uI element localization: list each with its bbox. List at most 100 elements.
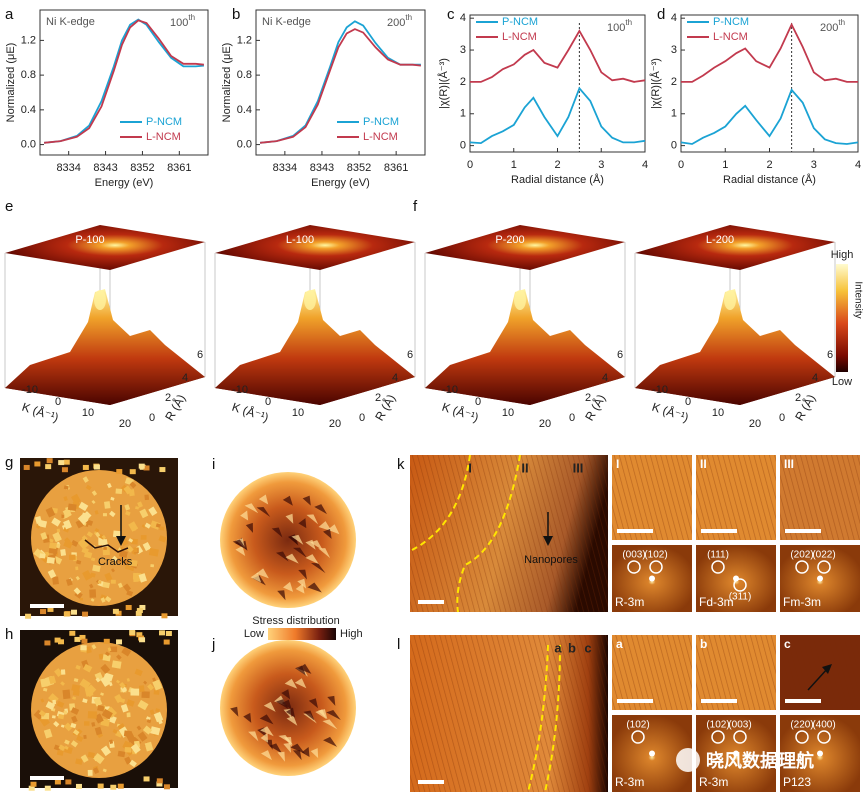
stress-facet [281, 689, 291, 700]
grain [112, 530, 122, 538]
grain [103, 546, 107, 550]
legend-label: L-NCM [146, 131, 181, 143]
x-tick-label: 8352 [347, 162, 371, 174]
grain [91, 644, 97, 650]
grain [138, 685, 145, 693]
grain [158, 535, 167, 543]
stress-facet [248, 731, 259, 742]
spot-label: (311) [729, 592, 752, 603]
grain [134, 668, 143, 677]
scale-bar [418, 600, 444, 604]
grain [130, 688, 140, 696]
y-tick-label: 4 [460, 12, 466, 24]
scale-bar [701, 699, 737, 703]
grain [143, 680, 148, 685]
grain [70, 539, 79, 547]
scale-bar [785, 699, 821, 703]
stress-facet [285, 553, 299, 564]
grain [63, 459, 70, 465]
stress-facet [277, 751, 285, 762]
grain [102, 513, 107, 517]
grain [114, 664, 119, 669]
x-tick-label: 8352 [130, 162, 154, 174]
scale-bar [785, 529, 821, 533]
panel-letter: c [447, 6, 455, 23]
grain [152, 677, 157, 682]
grain [105, 651, 110, 657]
grain [153, 689, 160, 695]
data-line [470, 29, 646, 83]
grain [82, 464, 89, 470]
stress-facet [243, 712, 252, 723]
grain [142, 725, 153, 735]
grain [63, 539, 73, 549]
stress-facet [326, 710, 341, 721]
watermark-logo [676, 748, 700, 772]
grain [94, 726, 103, 736]
k-tick-label: 10 [712, 407, 724, 419]
k-tick-label: -10 [442, 384, 458, 396]
grain [102, 581, 110, 589]
grain [103, 638, 110, 644]
grain [98, 653, 104, 660]
grain [94, 528, 100, 533]
stress-facet [310, 540, 323, 551]
grain [125, 604, 132, 610]
grain [67, 503, 77, 511]
y-tick-label: 4 [671, 12, 677, 24]
x-tick-label: 1 [511, 159, 517, 171]
grain [165, 630, 172, 636]
spot-label: (102) [644, 550, 667, 561]
grain [153, 711, 164, 723]
grain [141, 524, 146, 529]
grain [70, 707, 80, 715]
diffraction-spot [711, 560, 725, 574]
grain [143, 465, 150, 471]
grain [86, 531, 94, 538]
x-tick-label: 8361 [167, 162, 191, 174]
k-tick-label: 0 [475, 396, 481, 408]
grain [82, 570, 93, 581]
r-tick-label: 6 [617, 349, 623, 361]
grain [75, 566, 79, 571]
stress-facet [256, 568, 269, 579]
grain [79, 634, 86, 640]
grain [148, 548, 159, 557]
r-tick-label: 2 [165, 392, 171, 404]
grain [150, 564, 155, 568]
grain [121, 646, 132, 657]
y-tick-label: 0.8 [21, 69, 36, 81]
stress-facet [294, 678, 307, 689]
r-tick-label: 6 [827, 349, 833, 361]
grain [93, 464, 100, 470]
grain [40, 609, 47, 615]
y-tick-label: 1 [460, 108, 466, 120]
grain [147, 683, 155, 691]
stress-facet [306, 514, 319, 525]
fft-center [733, 750, 739, 757]
stress-facet [290, 743, 305, 754]
chart-panel: b 8334 8343 8352 8361 0.0 0.4 0.8 1.2 Energy (eV)… [221, 6, 426, 189]
panel-letter: k [397, 456, 405, 473]
grain [107, 647, 112, 652]
stress-facet [276, 551, 289, 562]
grain [30, 781, 37, 787]
y-tick-label: 0.4 [21, 104, 36, 116]
projection-map [425, 225, 625, 270]
x-tick-label: 2 [554, 159, 560, 171]
grain [95, 532, 101, 538]
grain [92, 767, 100, 775]
grain [76, 728, 83, 735]
r-tick-label: 4 [182, 372, 188, 384]
stress-facet [318, 548, 331, 559]
grain [126, 590, 134, 597]
scale-bar [701, 529, 737, 533]
grain [105, 706, 117, 718]
x-tick-label: 4 [855, 159, 861, 171]
legend-label: P-NCM [363, 116, 399, 128]
grain [91, 722, 96, 727]
stress-facet [286, 715, 298, 726]
grain [52, 531, 62, 543]
grain [39, 553, 46, 559]
